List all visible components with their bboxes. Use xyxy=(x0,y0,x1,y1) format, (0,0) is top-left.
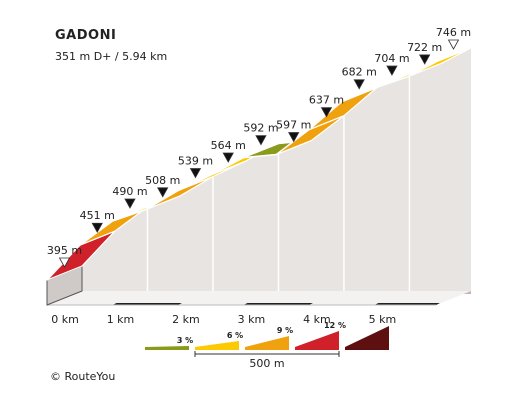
elevation-label: 592 m xyxy=(243,122,278,135)
triangle-marker-icon xyxy=(353,79,365,90)
elevation-label: 451 m xyxy=(80,209,115,222)
x-tick-label: 3 km xyxy=(238,313,266,326)
x-tick-labels: 0 km 1 km 2 km 3 km 4 km 5 km xyxy=(51,313,396,326)
triangle-marker-icon xyxy=(255,135,267,146)
x-tick-label: 1 km xyxy=(107,313,135,326)
triangle-marker-icon xyxy=(386,65,398,76)
elevation-label: 682 m xyxy=(342,66,377,79)
legend-label: 9 % xyxy=(277,326,293,335)
elevation-label: 508 m xyxy=(145,174,180,187)
elevation-label: 722 m xyxy=(407,41,442,54)
legend-label: 6 % xyxy=(227,331,243,340)
elevation-label: 704 m xyxy=(374,52,409,65)
open-triangle-icon xyxy=(58,257,71,268)
triangle-marker-icon xyxy=(288,132,300,143)
legend-swatch xyxy=(145,346,189,350)
triangle-marker-icon xyxy=(419,54,431,65)
elevation-label: 395 m xyxy=(47,244,82,257)
x-tick-label: 0 km xyxy=(51,313,79,326)
elevation-label: 564 m xyxy=(211,139,246,152)
copyright: © RouteYou xyxy=(50,370,116,383)
legend-label: 3 % xyxy=(177,336,193,345)
elevation-label: 597 m xyxy=(276,119,311,132)
x-tick-label: 4 km xyxy=(303,313,331,326)
chart-title: GADONI xyxy=(55,28,117,43)
profile-front-edge xyxy=(46,61,437,281)
triangle-marker-icon xyxy=(157,187,169,198)
legend-label: 12 % xyxy=(324,321,346,330)
scale-label: 500 m xyxy=(249,357,284,370)
legend-swatch xyxy=(245,336,289,350)
triangle-marker-icon xyxy=(189,168,202,179)
triangle-marker-icon xyxy=(91,222,103,234)
triangle-marker-icon xyxy=(124,198,136,209)
profile-side-wall xyxy=(82,48,471,291)
triangle-marker-icon xyxy=(222,152,234,163)
profile-floor xyxy=(47,291,471,305)
x-tick-label: 5 km xyxy=(369,313,397,326)
profile-body xyxy=(46,47,472,306)
x-tick-label: 2 km xyxy=(172,313,200,326)
elevation-label: 490 m xyxy=(112,185,147,198)
elevation-label: 637 m xyxy=(309,94,344,107)
grade-legend: 3 % 6 % 9 % 12 % 500 m xyxy=(145,321,389,370)
legend-swatch xyxy=(195,341,239,350)
legend-swatch xyxy=(345,326,389,350)
open-triangle-icon xyxy=(447,39,460,50)
legend-swatch xyxy=(295,331,339,350)
chart-subtitle: 351 m D+ / 5.94 km xyxy=(55,50,168,63)
triangle-marker-icon xyxy=(320,107,333,118)
elevation-label: 746 m xyxy=(436,26,471,39)
elevation-label: 539 m xyxy=(178,155,213,168)
